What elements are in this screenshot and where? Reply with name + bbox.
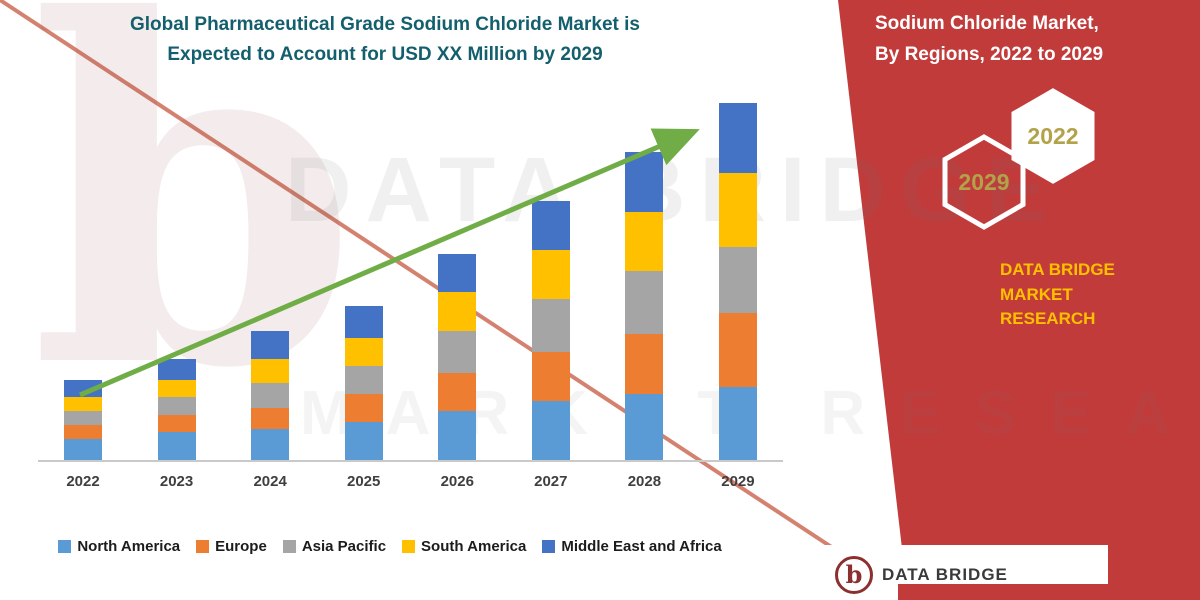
- segment-europe-2025: [344, 393, 383, 422]
- segment-asia-pacific-2029: [718, 246, 757, 313]
- segment-europe-2023: [157, 414, 196, 432]
- legend-swatch-middle-east-and-africa: [542, 540, 556, 553]
- segment-europe-2024: [251, 407, 290, 429]
- x-tick-2027: 2027: [534, 473, 568, 490]
- legend-item-north-america: North America: [58, 538, 180, 555]
- legend: North America Europe Asia Pacific South Ame…: [25, 538, 755, 555]
- x-tick-2029: 2029: [721, 473, 755, 490]
- segment-asia-pacific-2022: [64, 411, 102, 425]
- segment-north-america-2025: [344, 421, 383, 460]
- legend-item-middle-east-and-africa: Middle East and Africa: [542, 538, 722, 555]
- segment-north-america-2022: [64, 439, 102, 460]
- footer-red-band: [898, 584, 1200, 600]
- segment-europe-2029: [718, 313, 757, 387]
- segment-north-america-2027: [531, 400, 570, 460]
- x-tick-2026: 2026: [440, 473, 474, 490]
- panel-brand-line1: DATA BRIDGE MARKET: [1000, 260, 1115, 304]
- segment-north-america-2024: [251, 428, 290, 460]
- panel-heading: Sodium Chloride Market, By Regions, 2022…: [875, 8, 1185, 71]
- x-tick-2023: 2023: [159, 473, 194, 490]
- panel-brand-line2: RESEARCH: [1000, 309, 1096, 329]
- legend-item-south-america: South America: [402, 538, 526, 555]
- panel-brand-text: DATA BRIDGE MARKET RESEARCH: [1000, 258, 1190, 332]
- segment-north-america-2023: [157, 432, 196, 460]
- hexagon-2022-label: 2022: [1027, 123, 1078, 149]
- segment-north-america-2029: [718, 386, 757, 460]
- chart-title: Global Pharmaceutical Grade Sodium Chlor…: [55, 10, 715, 71]
- x-tick-2028: 2028: [627, 473, 662, 490]
- legend-label-middle-east-and-africa: Middle East and Africa: [561, 538, 722, 555]
- segment-middle-east-and-africa-2029: [718, 103, 757, 173]
- legend-item-europe: Europe: [196, 538, 267, 555]
- x-axis-labels: 2022 2023 2024 2025 2026 2027 2028 2029: [38, 473, 783, 490]
- segment-south-america-2022: [64, 397, 102, 411]
- legend-label-asia-pacific: Asia Pacific: [301, 538, 387, 555]
- legend-label-europe: Europe: [215, 538, 267, 555]
- databridge-logo-icon: b: [835, 556, 873, 594]
- legend-label-south-america: South America: [421, 538, 527, 555]
- plot-area: 2022 2023 2024 2025 2026 2027 2028 2029: [38, 103, 783, 490]
- panel-heading-line2: By Regions, 2022 to 2029: [875, 44, 1104, 66]
- legend-swatch-asia-pacific: [282, 540, 296, 553]
- segment-north-america-2026: [438, 411, 477, 460]
- bar-2029: [707, 103, 769, 460]
- legend-item-asia-pacific: Asia Pacific: [282, 538, 387, 555]
- legend-swatch-europe: [196, 540, 210, 553]
- x-tick-2022: 2022: [66, 473, 100, 490]
- hexagon-2029-label: 2029: [958, 169, 1009, 195]
- x-tick-2024: 2024: [253, 473, 287, 490]
- legend-swatch-south-america: [402, 540, 416, 553]
- segment-europe-2022: [64, 425, 102, 439]
- segment-north-america-2028: [625, 393, 664, 460]
- chart-title-line1: Global Pharmaceutical Grade Sodium Chlor…: [130, 14, 640, 35]
- chart-title-line2: Expected to Account for USD XX Million b…: [167, 44, 603, 66]
- hexagon-2022: [1011, 88, 1095, 184]
- x-tick-2025: 2025: [347, 473, 381, 490]
- footer-logo: b DATA BRIDGE: [835, 556, 1008, 594]
- footer-logo-text: DATA BRIDGE: [882, 565, 1008, 584]
- legend-label-north-america: North America: [77, 538, 181, 555]
- segment-asia-pacific-2023: [157, 397, 196, 415]
- panel-heading-line1: Sodium Chloride Market,: [875, 13, 1099, 34]
- legend-swatch-north-america: [58, 540, 72, 553]
- segment-south-america-2029: [718, 173, 757, 247]
